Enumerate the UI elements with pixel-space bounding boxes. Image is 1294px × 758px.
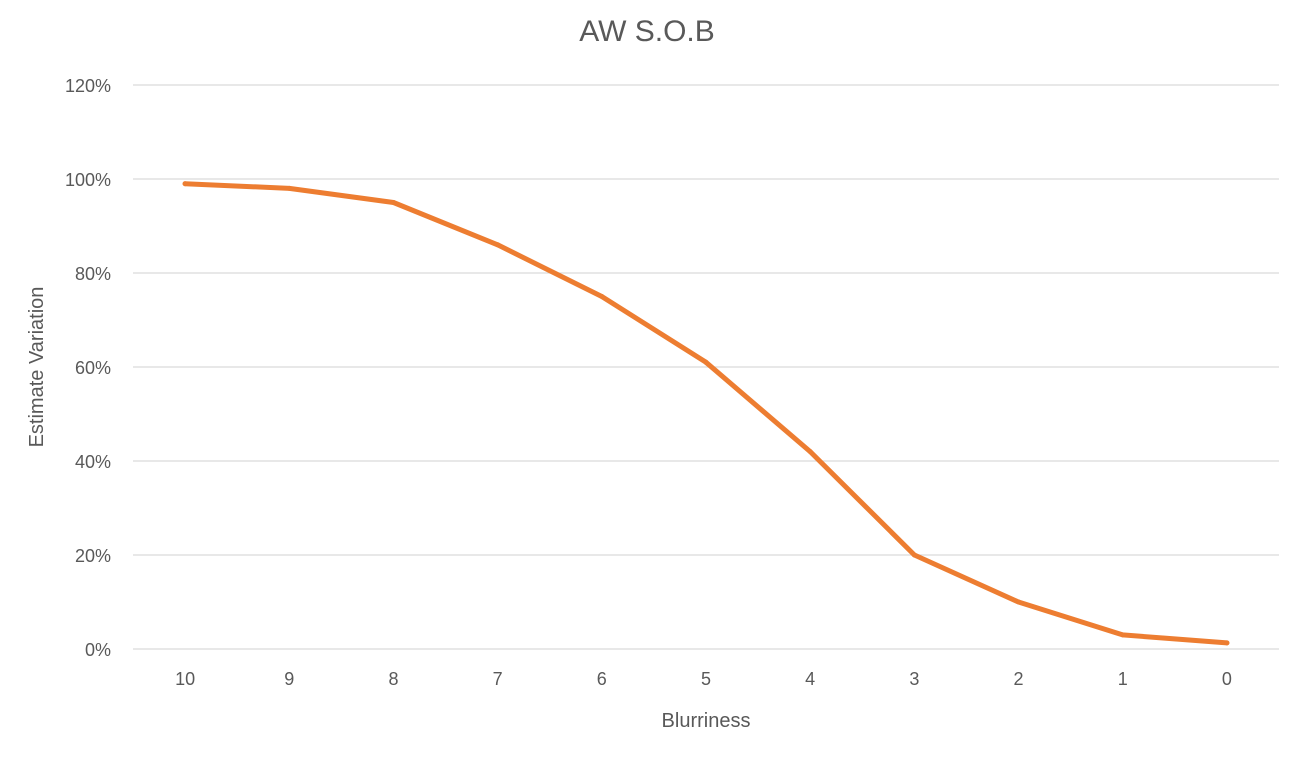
y-tick-label: 0% <box>85 640 111 660</box>
data-point <box>703 359 709 365</box>
x-tick-label: 5 <box>701 669 711 689</box>
y-tick-label: 100% <box>65 170 111 190</box>
x-tick-label: 7 <box>493 669 503 689</box>
series-line <box>182 181 1230 646</box>
x-tick-label: 2 <box>1014 669 1024 689</box>
chart-title: AW S.O.B <box>579 15 715 48</box>
x-tick-label: 3 <box>909 669 919 689</box>
data-point <box>495 242 501 248</box>
data-point <box>807 449 813 455</box>
data-point <box>1224 640 1230 646</box>
x-axis-label: Blurriness <box>662 710 751 732</box>
y-axis-ticks: 0% 20% 40% 60% 80% 100% 120% <box>65 76 111 660</box>
x-axis-ticks: 10 9 8 7 6 5 4 3 2 1 0 <box>175 669 1232 689</box>
y-axis-label: Estimate Variation <box>26 287 48 448</box>
y-tick-label: 120% <box>65 76 111 96</box>
x-tick-label: 6 <box>597 669 607 689</box>
data-point <box>911 552 917 558</box>
x-tick-label: 1 <box>1118 669 1128 689</box>
data-point <box>286 185 292 191</box>
series-layer <box>182 181 1230 646</box>
x-tick-label: 4 <box>805 669 815 689</box>
data-point <box>1016 599 1022 605</box>
y-tick-label: 80% <box>75 264 111 284</box>
y-tick-label: 60% <box>75 358 111 378</box>
data-point <box>390 200 396 205</box>
y-tick-label: 20% <box>75 546 111 566</box>
x-tick-label: 0 <box>1222 669 1232 689</box>
x-tick-label: 8 <box>388 669 398 689</box>
y-tick-label: 40% <box>75 452 111 472</box>
gridlines <box>133 84 1279 650</box>
data-point <box>599 294 605 299</box>
data-point <box>1120 632 1126 638</box>
x-tick-label: 10 <box>175 669 195 689</box>
x-tick-label: 9 <box>284 669 294 689</box>
data-point <box>182 181 188 187</box>
